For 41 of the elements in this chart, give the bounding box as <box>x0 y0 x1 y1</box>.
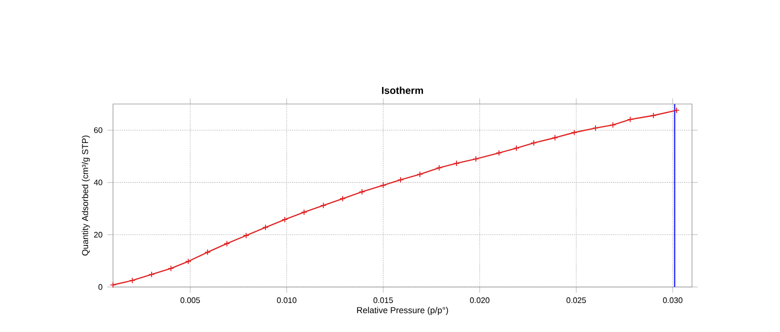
point <box>472 156 479 162</box>
point <box>358 188 366 195</box>
point <box>148 271 155 278</box>
point <box>592 124 599 132</box>
point <box>340 196 346 202</box>
point <box>320 202 327 209</box>
y-tick-label: 60 <box>94 127 102 133</box>
point <box>185 258 192 265</box>
point <box>650 112 657 119</box>
x-axis-title: Relative Pressure (p/p°) <box>357 306 448 315</box>
point <box>243 232 250 239</box>
y-axis-title: Quantity Adsorbed (cm³/g STP) <box>82 136 90 256</box>
point <box>610 122 616 128</box>
x-tick-label: 0.020 <box>470 297 490 304</box>
x-tick-label: 0.015 <box>374 297 393 304</box>
chart-title: Isotherm <box>382 86 423 94</box>
x-tick-label: 0.030 <box>663 297 682 304</box>
point <box>204 249 211 256</box>
point <box>282 216 288 223</box>
y-tick-label: 40 <box>94 180 102 186</box>
x-tick-label: 0.025 <box>566 297 586 304</box>
point <box>530 140 537 146</box>
point <box>436 164 442 171</box>
y-tick-label: 20 <box>94 232 102 238</box>
point <box>453 160 460 166</box>
point <box>380 182 386 188</box>
x-tick-label: 0.005 <box>180 297 200 304</box>
point <box>300 209 308 216</box>
point <box>627 116 634 123</box>
point <box>571 129 578 136</box>
y-tick-label: 0 <box>98 284 102 290</box>
point <box>496 150 502 156</box>
x-tick-label: 0.010 <box>277 297 296 304</box>
point <box>513 145 520 152</box>
point <box>262 224 269 231</box>
point <box>168 265 174 272</box>
point <box>397 176 404 183</box>
point <box>416 171 424 178</box>
point <box>552 134 558 141</box>
point <box>224 240 230 247</box>
point <box>129 277 136 284</box>
